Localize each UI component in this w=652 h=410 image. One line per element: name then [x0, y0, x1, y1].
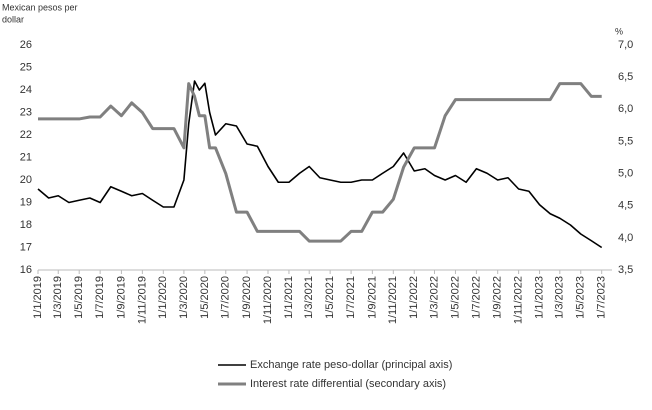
x-tick-label: 1/5/2023	[575, 276, 587, 319]
legend-label: Interest rate differential (secondary ax…	[250, 378, 446, 390]
y2-tick-label: 6,0	[618, 103, 633, 115]
y-tick-label: 23	[20, 106, 32, 118]
y-tick-label: 25	[20, 61, 32, 73]
x-tick-label: 1/1/2023	[533, 276, 545, 319]
x-tick-label: 1/5/2019	[73, 276, 85, 319]
y2-tick-label: 5,0	[618, 167, 633, 179]
x-tick-label: 1/5/2020	[199, 276, 211, 319]
y-axis-label-cont: dollar	[2, 14, 24, 24]
x-tick-label: 1/9/2020	[241, 276, 253, 319]
x-tick-label: 1/7/2019	[94, 276, 106, 319]
x-tick-label: 1/9/2019	[115, 276, 127, 319]
x-tick-label: 1/3/2023	[554, 276, 566, 319]
y-tick-label: 24	[20, 84, 32, 96]
series-line	[38, 82, 602, 243]
y2-tick-label: 5,5	[618, 135, 633, 147]
x-tick-label: 1/3/2019	[52, 276, 64, 319]
y-tick-label: 26	[20, 39, 32, 51]
x-tick-label: 1/11/2022	[513, 276, 525, 324]
x-tick-label: 1/7/2022	[470, 276, 482, 319]
y-tick-label: 19	[20, 196, 32, 208]
x-tick-label: 1/9/2021	[366, 276, 378, 319]
y-tick-label: 22	[20, 129, 32, 141]
x-tick-label: 1/1/2020	[157, 276, 169, 319]
x-tick-label: 1/3/2020	[178, 276, 190, 319]
y2-tick-label: 7,0	[618, 39, 633, 51]
y2-axis-label: %	[615, 26, 623, 36]
y2-tick-label: 3,5	[618, 264, 633, 276]
series-line	[37, 80, 603, 249]
x-tick-label: 1/1/2021	[283, 276, 295, 319]
y2-tick-label: 4,5	[618, 200, 633, 212]
x-tick-label: 1/11/2021	[387, 276, 399, 324]
y-tick-label: 21	[20, 151, 32, 163]
x-tick-label: 1/5/2022	[449, 276, 461, 319]
y-tick-label: 18	[20, 219, 32, 231]
y-tick-label: 17	[20, 241, 32, 253]
x-tick-label: 1/3/2021	[303, 276, 315, 319]
y-tick-label: 16	[20, 264, 32, 276]
x-tick-label: 1/11/2020	[262, 276, 274, 324]
x-tick-label: 1/11/2019	[136, 276, 148, 324]
x-tick-label: 1/9/2022	[492, 276, 504, 319]
x-tick-label: 1/7/2023	[596, 276, 608, 319]
legend-label: Exchange rate peso-dollar (principal axi…	[250, 359, 452, 371]
y2-tick-label: 6,5	[618, 71, 633, 83]
y-tick-label: 20	[20, 174, 32, 186]
x-tick-label: 1/1/2019	[32, 276, 44, 319]
x-tick-label: 1/7/2020	[220, 276, 232, 319]
x-tick-label: 1/5/2021	[324, 276, 336, 319]
y2-tick-label: 4,0	[618, 232, 633, 244]
x-tick-label: 1/7/2021	[345, 276, 357, 319]
x-tick-label: 1/1/2022	[408, 276, 420, 319]
y-axis-label: Mexican pesos per	[2, 2, 78, 12]
x-tick-label: 1/3/2022	[428, 276, 440, 319]
